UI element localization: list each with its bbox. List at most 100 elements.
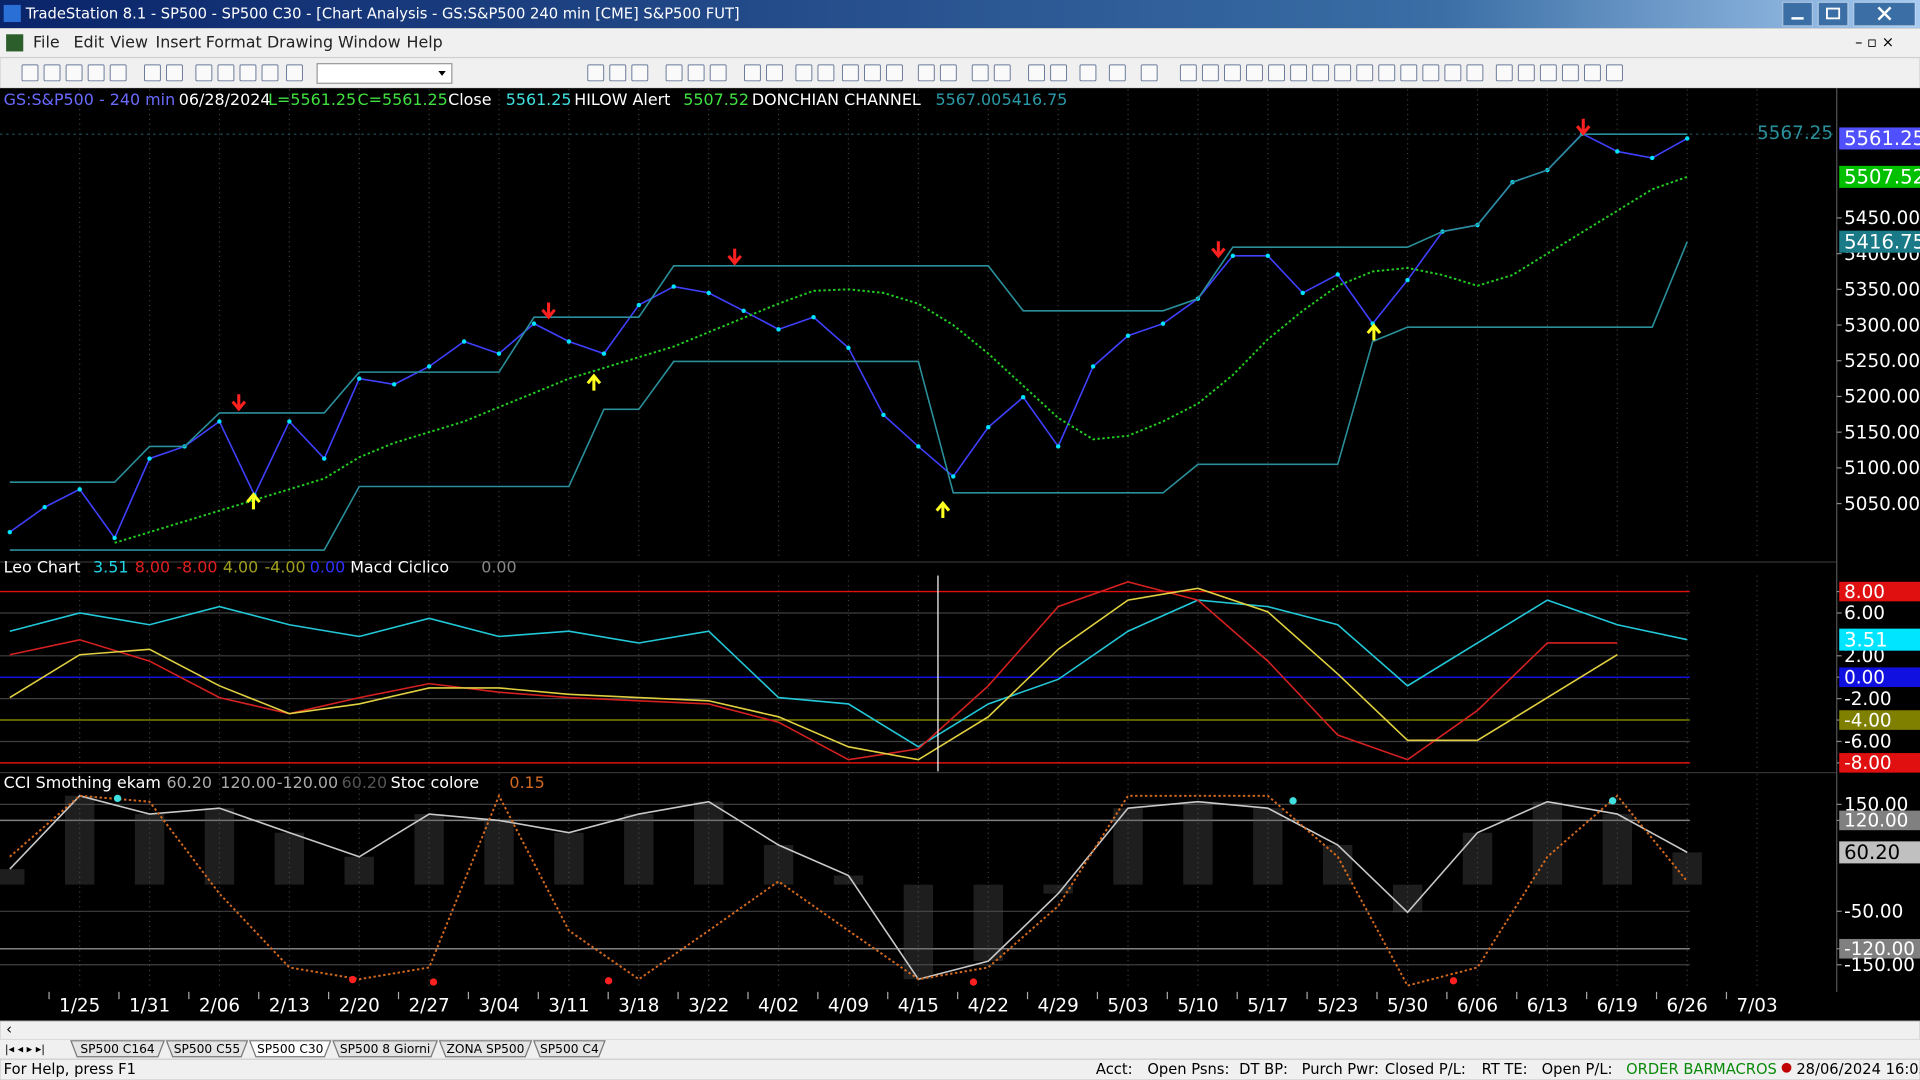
study-header: Close	[448, 90, 491, 109]
menu-item[interactable]: Insert	[156, 32, 202, 51]
toolbar-button[interactable]	[817, 64, 835, 82]
toolbar-button[interactable]	[886, 64, 903, 82]
y-tick-label: 5250.00	[1844, 351, 1920, 372]
menu-item[interactable]: Format	[206, 32, 262, 51]
tab[interactable]	[332, 1040, 439, 1058]
toolbar-button[interactable]	[1079, 64, 1097, 82]
toolbar-button[interactable]	[841, 64, 859, 82]
toolbar-button[interactable]	[1312, 64, 1330, 82]
y-tick-label-bg	[1839, 753, 1920, 773]
toolbar-button[interactable]	[939, 64, 957, 82]
toolbar-button[interactable]	[166, 64, 183, 82]
tab[interactable]	[165, 1040, 249, 1058]
toolbar-button[interactable]	[1422, 64, 1440, 82]
tab[interactable]	[532, 1040, 606, 1058]
toolbar-button[interactable]	[1050, 64, 1068, 82]
status-field: Open P/L:	[1542, 1061, 1613, 1078]
toolbar-button[interactable]	[631, 64, 649, 82]
menu-item[interactable]: File	[33, 32, 60, 51]
order-bar[interactable]: ORDER BAR	[1626, 1061, 1714, 1078]
scroll-left[interactable]: ‹	[6, 1021, 12, 1038]
x-tick-label: 2/27	[409, 996, 450, 1017]
toolbar-button[interactable]	[1201, 64, 1219, 82]
toolbar-button[interactable]	[1290, 64, 1308, 82]
x-tick-label: 2/20	[339, 996, 380, 1017]
toolbar-button[interactable]	[1495, 64, 1513, 82]
toolbar-button[interactable]	[261, 64, 279, 82]
toolbar-button[interactable]	[1028, 64, 1045, 82]
menu-item[interactable]: Help	[407, 32, 443, 51]
toolbar-button[interactable]	[1517, 64, 1535, 82]
toolbar-button[interactable]	[1224, 64, 1241, 82]
toolbar-button[interactable]	[1108, 64, 1126, 82]
toolbar-button[interactable]	[21, 64, 39, 82]
toolbar-button[interactable]	[286, 64, 303, 82]
toolbar-button[interactable]	[239, 64, 257, 82]
toolbar-button[interactable]	[687, 64, 705, 82]
tab-label[interactable]: SP500 C55	[174, 1042, 241, 1056]
mdi-controls[interactable]: – ▫ ×	[1855, 34, 1894, 51]
menu-item[interactable]: Drawing	[267, 32, 333, 51]
menu-item[interactable]: View	[110, 32, 148, 51]
x-tick-label: 3/11	[548, 996, 589, 1017]
macros[interactable]: MACROS	[1713, 1061, 1777, 1078]
toolbar-button[interactable]	[709, 64, 727, 82]
toolbar-button[interactable]	[1179, 64, 1197, 82]
symbol-combo[interactable]	[316, 63, 453, 84]
buy-arrow	[246, 492, 261, 510]
toolbar-button[interactable]	[971, 64, 989, 82]
y-tick-label: 5050.00	[1844, 494, 1920, 515]
tab-label[interactable]: SP500 C4	[540, 1042, 599, 1056]
toolbar-button[interactable]	[1140, 64, 1158, 82]
toolbar-button[interactable]	[917, 64, 935, 82]
tab-label[interactable]: ZONA SP500	[447, 1042, 525, 1056]
toolbar-button[interactable]	[87, 64, 105, 82]
toolbar-button[interactable]	[43, 64, 61, 82]
toolbar-button[interactable]	[1539, 64, 1557, 82]
toolbar-button[interactable]	[65, 64, 83, 82]
menu-item[interactable]: Edit	[73, 32, 104, 51]
toolbar-button[interactable]	[1268, 64, 1285, 82]
maximize-button[interactable]	[1817, 1, 1849, 27]
current-value-label: 5561.25	[1844, 127, 1920, 150]
toolbar-button[interactable]	[195, 64, 213, 82]
minimize-button[interactable]	[1782, 1, 1813, 27]
tab[interactable]	[70, 1040, 165, 1058]
toolbar-button[interactable]	[1606, 64, 1623, 82]
tab[interactable]	[248, 1040, 332, 1058]
window-controls[interactable]	[1782, 1, 1916, 27]
toolbar-button[interactable]	[144, 64, 161, 82]
toolbar-button[interactable]	[766, 64, 783, 82]
toolbar-button[interactable]	[1466, 64, 1484, 82]
series-line	[9, 793, 1688, 987]
toolbar-button[interactable]	[109, 64, 127, 82]
tab-label[interactable]: SP500 8 Giorni	[340, 1042, 430, 1056]
toolbar-button[interactable]	[609, 64, 627, 82]
tab[interactable]	[438, 1040, 533, 1058]
current-value-label: 60.20	[1844, 841, 1900, 864]
study-header: HILOW Alert	[574, 90, 670, 109]
toolbar-button[interactable]	[1246, 64, 1263, 82]
toolbar-button[interactable]	[587, 64, 605, 82]
status-help: For Help, press F1	[4, 1061, 136, 1078]
scrollbar[interactable]	[0, 1020, 1920, 1041]
toolbar-button[interactable]	[1378, 64, 1396, 82]
series-line	[9, 133, 1688, 483]
toolbar-button[interactable]	[1400, 64, 1418, 82]
toolbar-button[interactable]	[217, 64, 235, 82]
tab-label[interactable]: SP500 C164	[80, 1042, 154, 1056]
toolbar-button[interactable]	[1444, 64, 1462, 82]
toolbar-button[interactable]	[795, 64, 813, 82]
menu-item[interactable]: Window	[338, 32, 401, 51]
toolbar-button[interactable]	[993, 64, 1011, 82]
tab-nav[interactable]: |◂ ◂ ▸ ▸|	[5, 1042, 45, 1055]
toolbar-button[interactable]	[1334, 64, 1352, 82]
toolbar-button[interactable]	[665, 64, 683, 82]
toolbar-button[interactable]	[864, 64, 881, 82]
toolbar-button[interactable]	[1561, 64, 1579, 82]
tab-label[interactable]: SP500 C30	[257, 1042, 324, 1056]
toolbar-button[interactable]	[1584, 64, 1601, 82]
toolbar-button[interactable]	[744, 64, 761, 82]
toolbar-button[interactable]	[1356, 64, 1374, 82]
